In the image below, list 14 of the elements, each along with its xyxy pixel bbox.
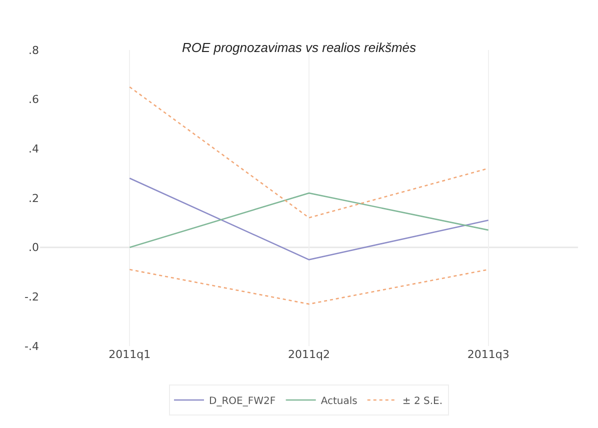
y-tick-label: .2 (28, 192, 39, 205)
y-tick-label: -.4 (24, 340, 39, 353)
y-tick-label: .0 (28, 241, 39, 254)
y-tick-label: .6 (28, 93, 39, 106)
chart-title: ROE prognozavimas vs realios reikšmės (182, 40, 417, 55)
legend-label: ± 2 S.E. (402, 396, 443, 407)
legend-label: D_ROE_FW2F (209, 396, 276, 407)
y-tick-label: .4 (28, 142, 39, 156)
x-tick-label: 2011q2 (288, 348, 330, 361)
y-tick-label: .8 (28, 44, 39, 57)
x-tick-label: 2011q1 (108, 348, 151, 361)
y-tick-label: -.2 (24, 290, 39, 304)
x-tick-label: 2011q3 (467, 348, 510, 361)
legend-label: Actuals (320, 396, 358, 407)
